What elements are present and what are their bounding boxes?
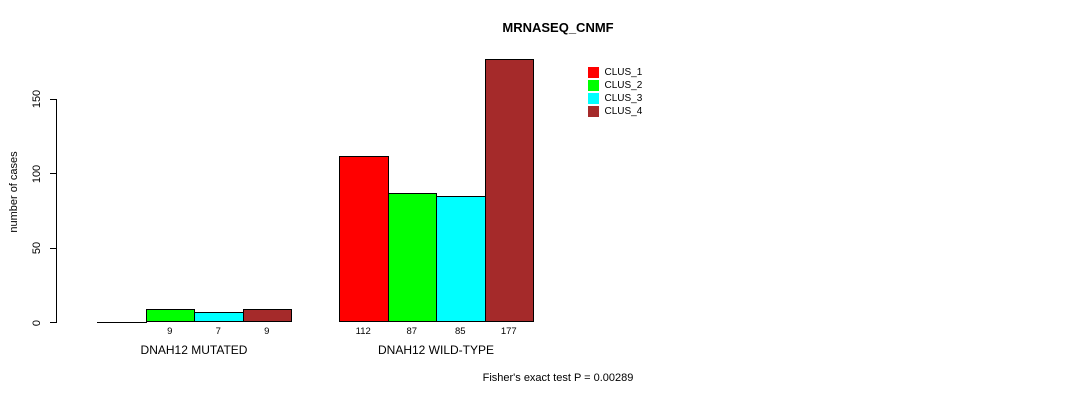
bar-clus_3-group2	[436, 196, 486, 323]
bar-clus_3-group1	[194, 312, 244, 323]
bar-value-label: 112	[355, 325, 371, 337]
group-label-1: DNAH12 MUTATED	[140, 343, 248, 357]
bar-clus_2-group2	[387, 193, 437, 323]
bar-value-label: 9	[264, 325, 270, 337]
bar-value-label: 7	[215, 325, 221, 337]
legend-row-clus_1: CLUS_1	[588, 66, 642, 79]
legend-row-clus_2: CLUS_2	[588, 79, 642, 92]
bar-clus_1-group2	[339, 155, 389, 323]
y-axis-tick	[50, 322, 57, 323]
legend-label: CLUS_3	[604, 93, 643, 104]
legend-label: CLUS_2	[604, 80, 643, 91]
chart-title: MRNASEQ_CNMF	[502, 20, 614, 35]
legend-swatch-clus_2	[588, 80, 599, 91]
bar-value-label: 9	[167, 325, 173, 337]
bar-value-label: 177	[500, 325, 517, 337]
legend-label: CLUS_4	[604, 106, 643, 117]
y-axis-line	[56, 99, 57, 323]
legend-swatch-clus_4	[588, 106, 599, 117]
y-axis-tick	[50, 173, 57, 175]
legend-row-clus_4: CLUS_4	[588, 105, 642, 118]
y-axis-tick	[50, 247, 57, 249]
legend-swatch-clus_1	[588, 67, 599, 78]
bar-clus_4-group2	[484, 59, 534, 323]
legend-swatch-clus_3	[588, 93, 599, 104]
legend-label: CLUS_1	[604, 67, 643, 78]
y-axis-tick	[50, 98, 57, 100]
bar-clus_1-group1	[97, 321, 147, 323]
bar-clus_4-group1	[242, 309, 292, 323]
legend-row-clus_3: CLUS_3	[588, 92, 642, 105]
bar-clus_2-group1	[145, 309, 195, 323]
bar-value-label: 87	[406, 325, 418, 337]
fisher-test-annotation: Fisher's exact test P = 0.00289	[482, 372, 634, 384]
group-label-2: DNAH12 WILD-TYPE	[377, 343, 495, 357]
legend: CLUS_1 CLUS_2 CLUS_3 CLUS_4	[588, 66, 642, 118]
bar-value-label: 85	[454, 325, 466, 337]
